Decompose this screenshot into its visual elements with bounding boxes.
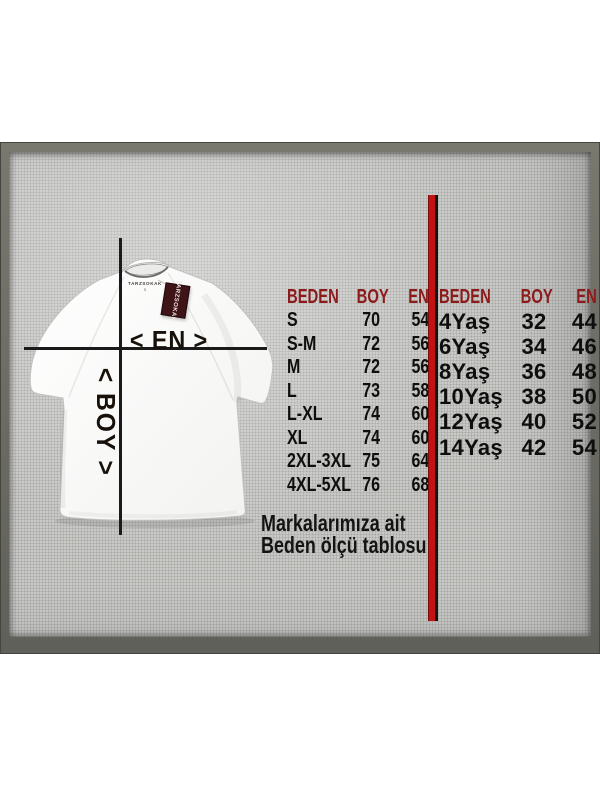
hem-shading <box>68 510 238 519</box>
table-cell: 34 <box>521 333 547 359</box>
table-row: 14Yaş 42 54 <box>439 435 597 460</box>
table-cell: 74 <box>362 426 380 449</box>
table-cell: 38 <box>521 384 547 410</box>
table-cell: 58 <box>411 379 429 402</box>
column-header: EN <box>408 285 429 308</box>
size-table-adult: BEDEN BOY EN S 70 54 S-M 72 56 M 72 56 L 73 58 L-XL 74 60… <box>287 285 429 497</box>
table-cell: 42 <box>521 434 547 460</box>
table-cell: L <box>287 379 297 402</box>
neck-size-print: S <box>144 288 147 292</box>
table-row: 4XL-5XL 76 68 <box>287 474 429 498</box>
table-header-row: BEDEN BOY EN <box>439 285 597 309</box>
table-cell: 72 <box>362 332 380 355</box>
table-cell: 14Yaş <box>439 434 503 460</box>
table-cell: 75 <box>362 450 380 473</box>
table-row: 2XL-3XL 75 64 <box>287 450 429 474</box>
table-cell: 4XL-5XL <box>287 473 352 496</box>
table-cell: 48 <box>571 358 597 384</box>
table-cell: 46 <box>571 333 597 359</box>
table-cell: 6Yaş <box>439 333 491 359</box>
table-cell: 73 <box>362 379 380 402</box>
hang-tag: TARZSOKAK <box>160 279 191 322</box>
table-row: 4Yaş 32 44 <box>439 309 597 334</box>
table-cell: 10Yaş <box>439 384 503 410</box>
table-cell: 64 <box>411 450 429 473</box>
textured-panel: TARZSOKAK S < EN > < BOY > TARZSOKAK BED… <box>9 152 597 637</box>
size-table-kids: BEDEN BOY EN 4Yaş 32 44 6Yaş 34 46 8Yaş 36 48 10Yaş 3… <box>439 285 597 460</box>
table-row: XL 74 60 <box>287 427 429 451</box>
table-cell: L-XL <box>287 403 323 426</box>
width-label: < EN > <box>129 325 209 355</box>
table-cell: 70 <box>362 309 380 332</box>
length-measure-line <box>119 238 122 535</box>
column-header: BEDEN <box>439 285 491 308</box>
table-cell: 54 <box>571 434 597 460</box>
table-cell: M <box>287 356 301 379</box>
table-cell: 52 <box>571 409 597 435</box>
table-cell: 56 <box>411 356 429 379</box>
hang-tag-text: TARZSOKAK <box>169 279 182 322</box>
caption: Markalarımıza ait Beden ölçü tablosu <box>261 510 473 558</box>
column-header: BOY <box>356 285 389 308</box>
table-cell: S-M <box>287 332 317 355</box>
length-label: < BOY > <box>91 367 121 477</box>
table-cell: 56 <box>411 332 429 355</box>
neck-brand-print: TARZSOKAK <box>128 281 162 286</box>
table-cell: 12Yaş <box>439 409 503 435</box>
caption-line2: Beden ölçü tablosu <box>261 531 427 558</box>
table-cell: XL <box>287 426 308 449</box>
table-header-row: BEDEN BOY EN <box>287 285 429 309</box>
table-cell: 60 <box>411 426 429 449</box>
table-cell: 74 <box>362 403 380 426</box>
table-cell: 72 <box>362 356 380 379</box>
red-divider-line <box>428 195 438 621</box>
table-cell: S <box>287 309 298 332</box>
table-row: 10Yaş 38 50 <box>439 384 597 410</box>
column-header: EN <box>576 285 597 308</box>
width-measure-line <box>24 347 267 350</box>
collar-rib <box>121 261 171 273</box>
table-cell: 50 <box>571 384 597 410</box>
body-shading <box>60 409 68 509</box>
table-cell: 2XL-3XL <box>287 450 352 473</box>
table-row: 6Yaş 34 46 <box>439 334 597 359</box>
table-cell: 60 <box>411 403 429 426</box>
table-row: S 70 54 <box>287 309 429 333</box>
table-row: L-XL 74 60 <box>287 403 429 427</box>
collar-neckline <box>124 266 169 278</box>
table-row: L 73 58 <box>287 380 429 404</box>
caption-line1: Markalarımıza ait <box>261 510 406 536</box>
shirt-silhouette <box>29 258 274 521</box>
table-cell: 76 <box>362 473 380 496</box>
table-cell: 54 <box>411 309 429 332</box>
table-row: 8Yaş 36 48 <box>439 359 597 384</box>
table-cell: 4Yaş <box>439 308 491 334</box>
column-header: BOY <box>520 285 553 308</box>
column-header: BEDEN <box>287 285 339 308</box>
tshirt-illustration: TARZSOKAK S <box>29 258 274 528</box>
table-cell: 44 <box>571 308 597 334</box>
panel-frame: TARZSOKAK S < EN > < BOY > TARZSOKAK BED… <box>0 142 600 654</box>
table-cell: 32 <box>521 308 547 334</box>
table-cell: 36 <box>521 358 547 384</box>
table-row: S-M 72 56 <box>287 333 429 357</box>
table-cell: 68 <box>411 473 429 496</box>
raglan-seam-left <box>68 276 125 398</box>
table-cell: 40 <box>521 409 547 435</box>
table-row: 12Yaş 40 52 <box>439 409 597 435</box>
table-row: M 72 56 <box>287 356 429 380</box>
table-cell: 8Yaş <box>439 358 491 384</box>
